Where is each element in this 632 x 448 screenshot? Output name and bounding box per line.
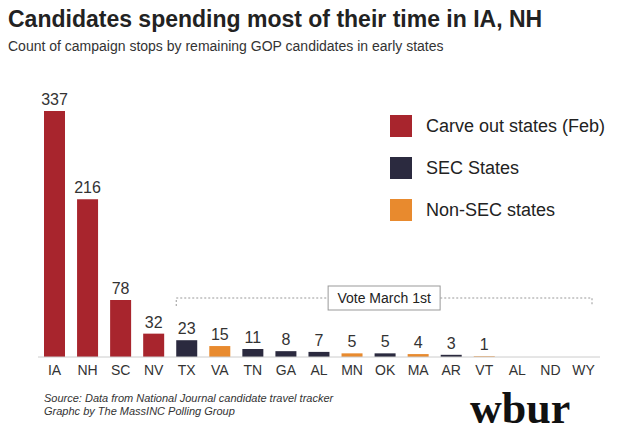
svg-text:23: 23 bbox=[178, 320, 196, 337]
svg-text:NV: NV bbox=[144, 362, 164, 378]
svg-text:5: 5 bbox=[348, 333, 357, 350]
svg-text:5: 5 bbox=[381, 333, 390, 350]
html-text:Graphc by The MassINC Polling: Graphc by The MassINC Polling Group bbox=[44, 405, 235, 417]
svg-text:3: 3 bbox=[447, 335, 456, 352]
svg-text:AR: AR bbox=[442, 362, 461, 378]
html-text:Source: Data from National Jou: Source: Data from National Journal candi… bbox=[44, 392, 334, 404]
html-text:wbur: wbur bbox=[470, 384, 571, 433]
html-text:Carve out states (Feb): Carve out states (Feb) bbox=[426, 115, 606, 136]
svg-text:MN: MN bbox=[341, 362, 363, 378]
svg-text:8: 8 bbox=[281, 331, 290, 348]
svg-text:NH: NH bbox=[77, 362, 97, 378]
svg-text:GA: GA bbox=[276, 362, 297, 378]
html-text:Count of campaign stops by rem: Count of campaign stops by remaining GOP… bbox=[8, 38, 444, 54]
svg-text:AL: AL bbox=[310, 362, 327, 378]
svg-text:TN: TN bbox=[244, 362, 263, 378]
svg-text:VA: VA bbox=[211, 362, 229, 378]
svg-text:OK: OK bbox=[375, 362, 396, 378]
svg-text:11: 11 bbox=[245, 329, 262, 346]
html-text:Candidates spending most of th: Candidates spending most of their time i… bbox=[8, 6, 543, 32]
svg-text:IA: IA bbox=[48, 362, 62, 378]
svg-text:MA: MA bbox=[408, 362, 430, 378]
svg-text:4: 4 bbox=[414, 334, 423, 351]
html-text:SEC States: SEC States bbox=[426, 157, 519, 178]
svg-text:VT: VT bbox=[475, 362, 493, 378]
svg-text:TX: TX bbox=[178, 362, 197, 378]
svg-text:32: 32 bbox=[145, 314, 163, 331]
svg-text:78: 78 bbox=[112, 280, 130, 297]
svg-text:AL: AL bbox=[509, 362, 526, 378]
svg-text:7: 7 bbox=[315, 332, 324, 349]
svg-text:337: 337 bbox=[41, 91, 68, 108]
svg-text:15: 15 bbox=[211, 326, 229, 343]
html-text:Non-SEC states: Non-SEC states bbox=[426, 199, 556, 220]
svg-text:1: 1 bbox=[480, 336, 489, 353]
svg-text:ND: ND bbox=[540, 362, 560, 378]
svg-text:216: 216 bbox=[74, 179, 101, 196]
svg-text:Vote March 1st: Vote March 1st bbox=[337, 290, 430, 306]
svg-text:SC: SC bbox=[111, 362, 130, 378]
svg-text:WY: WY bbox=[572, 362, 595, 378]
